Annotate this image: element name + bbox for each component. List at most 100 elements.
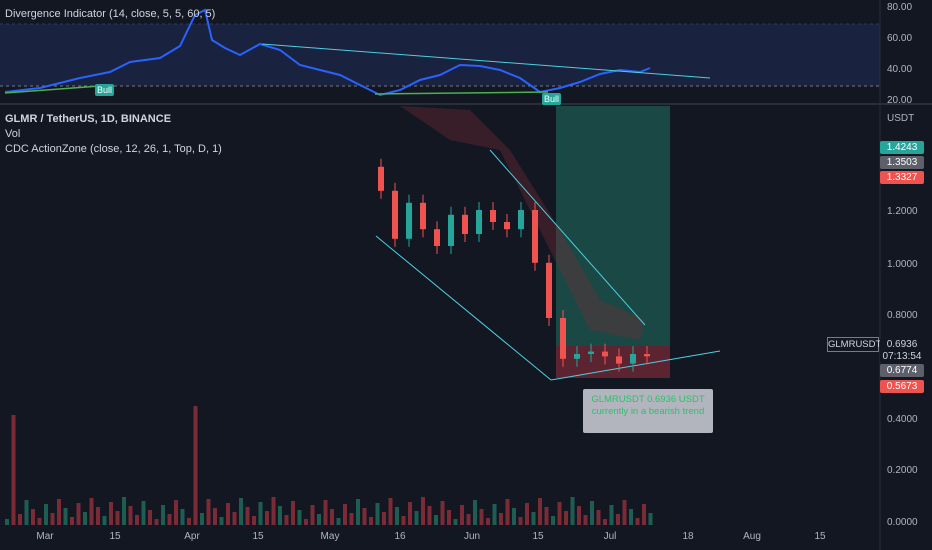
volume-bar	[512, 508, 516, 525]
candle	[434, 229, 440, 246]
volume-bar	[271, 497, 276, 525]
price-tick-1.0: 1.0000	[887, 259, 918, 270]
symbol-title[interactable]: GLMR / TetherUS, 1D, BINANCE	[5, 113, 172, 125]
symbol-tag: GLMRUSDT	[827, 337, 882, 352]
volume-bar	[193, 406, 198, 525]
volume-bar	[473, 500, 477, 525]
volume-bar	[304, 519, 308, 525]
price-tick-0.2: 0.2000	[887, 465, 918, 476]
volume-bar	[76, 503, 81, 525]
candle	[504, 222, 510, 230]
volume-bar	[596, 510, 601, 525]
volume-bar	[89, 498, 94, 525]
candle	[644, 354, 650, 357]
volume-bar	[466, 514, 471, 525]
volume-bar	[148, 510, 152, 525]
candle	[392, 190, 398, 239]
volume-bar	[349, 513, 354, 525]
rsi-tick-60: 60.00	[887, 33, 913, 44]
volume-bar	[622, 500, 627, 525]
currency-label: USDT	[887, 113, 915, 124]
rsi-tick-80: 80.00	[887, 2, 913, 13]
volume-bar	[11, 415, 16, 525]
volume-bar	[200, 513, 204, 525]
volume-bar	[50, 513, 55, 525]
volume-bar	[629, 509, 633, 525]
x-tick-15a: 15	[109, 531, 121, 542]
volume-bar	[369, 517, 373, 525]
volume-bar	[395, 507, 399, 525]
candle	[630, 354, 636, 364]
volume-bar	[135, 515, 139, 525]
callout-line-2: currently in a bearish trend	[591, 406, 705, 417]
volume-bar	[161, 505, 165, 525]
volume-bar	[206, 499, 211, 525]
volume-bar	[648, 513, 653, 525]
volume-bar	[525, 503, 529, 525]
volume-bar	[226, 503, 230, 525]
volume-bar	[544, 507, 549, 525]
price-tick-0: 0.0000	[887, 517, 918, 528]
volume-bar	[167, 514, 172, 525]
volume-bar	[213, 508, 217, 525]
x-tick-15d: 15	[814, 531, 826, 542]
volume-bar	[401, 516, 406, 525]
volume-bar	[63, 508, 68, 525]
volume-bar	[310, 505, 315, 525]
volume-bar	[440, 501, 445, 525]
candle	[420, 202, 426, 230]
entry-high-tag: 1.3503	[880, 156, 924, 169]
volume-bar	[102, 516, 107, 525]
volume-bar	[577, 506, 581, 525]
x-tick-jun: Jun	[463, 531, 481, 542]
volume-bar	[284, 515, 289, 525]
volume-bar	[24, 500, 29, 525]
x-tick-jul: Jul	[603, 531, 617, 542]
volume-bar	[18, 514, 22, 525]
volume-bar	[265, 511, 269, 525]
volume-bar	[616, 514, 620, 525]
entry-tag: 0.6774	[880, 364, 924, 377]
volume-bar	[356, 499, 360, 525]
volume-bar	[109, 502, 113, 525]
volume-bar	[642, 504, 646, 525]
x-tick-mar: Mar	[36, 531, 54, 542]
volume-bar	[57, 499, 61, 525]
last-price-tag: 0.6936	[880, 338, 924, 351]
rsi-tick-20: 20.00	[887, 95, 913, 106]
candle	[560, 318, 566, 359]
bull-divergence-line-2	[374, 91, 549, 95]
candles	[378, 158, 650, 372]
upper-curve	[489, 149, 646, 326]
volume-bar	[219, 517, 224, 525]
volume-bar	[37, 518, 42, 525]
bull-divergence-line-1	[4, 85, 101, 94]
volume-bar	[5, 519, 9, 525]
actionzone-label: CDC ActionZone (close, 12, 26, 1, Top, D…	[5, 143, 222, 155]
volume-bar	[31, 509, 35, 525]
volume-bar	[447, 510, 451, 525]
rsi-tick-40: 40.00	[887, 64, 913, 75]
x-tick-may: May	[320, 531, 340, 542]
volume-bar	[603, 519, 607, 525]
volume-bar	[174, 500, 178, 525]
candle	[448, 214, 454, 246]
volume-bar	[336, 518, 341, 525]
volume-bar	[551, 516, 555, 525]
volume-bar	[518, 517, 523, 525]
stop-tag: 0.5673	[880, 380, 924, 393]
rsi-zone	[0, 24, 880, 86]
volume-bar	[187, 518, 191, 525]
volume-bar	[70, 517, 74, 525]
volume-bar	[141, 501, 146, 525]
countdown-tag: 07:13:54	[880, 350, 924, 363]
volume-bar	[375, 503, 380, 525]
volume-bar	[453, 519, 458, 525]
volume-bar	[343, 504, 347, 525]
lower-trendline-up	[550, 350, 721, 381]
trend-callout: GLMRUSDT 0.6936 USDT currently in a bear…	[583, 389, 713, 433]
indicator-title: Divergence Indicator (14, close, 5, 5, 6…	[5, 8, 216, 20]
volume-bar	[96, 507, 100, 525]
candle	[532, 210, 538, 263]
